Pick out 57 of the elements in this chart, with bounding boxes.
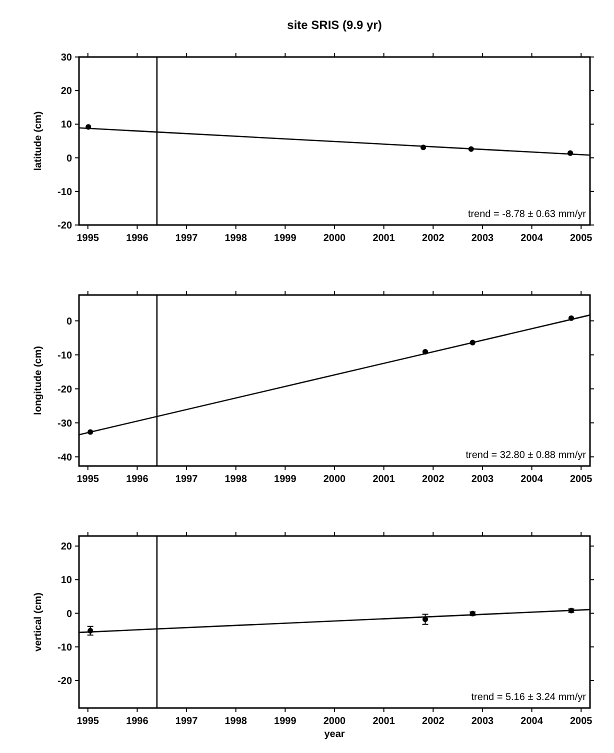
x-tick-label: 2001 bbox=[372, 716, 396, 727]
x-tick-label: 2001 bbox=[372, 233, 396, 244]
x-tick-label: 1995 bbox=[76, 474, 100, 485]
y-tick-label: -40 bbox=[58, 452, 72, 464]
y-tick-label: 0 bbox=[66, 316, 72, 328]
x-tick-label: 2004 bbox=[520, 716, 544, 727]
x-tick-label: 2002 bbox=[422, 716, 445, 727]
y-axis-title: latitude (cm) bbox=[33, 111, 44, 171]
x-tick-label: 1999 bbox=[274, 716, 297, 727]
x-tick-label: 1997 bbox=[175, 233, 198, 244]
annotation: trend = 32.80 ± 0.88 mm/yr bbox=[466, 450, 587, 461]
x-tick-label: 1999 bbox=[274, 233, 297, 244]
x-tick-label: 2001 bbox=[372, 474, 396, 485]
y-tick-label: 20 bbox=[60, 542, 72, 553]
annotation: trend = -8.78 ± 0.63 mm/yr bbox=[468, 209, 587, 220]
x-tick-label: 1996 bbox=[126, 233, 149, 244]
x-tick-label: 2005 bbox=[570, 716, 593, 727]
annotation: trend = 5.16 ± 3.24 mm/yr bbox=[471, 692, 587, 703]
x-tick-label: 2000 bbox=[323, 716, 346, 727]
x-axis-title: year bbox=[324, 729, 345, 740]
y-axis-title: vertical (cm) bbox=[33, 592, 44, 652]
y-tick-label: 0 bbox=[66, 153, 72, 164]
x-tick-label: 2005 bbox=[570, 233, 593, 244]
x-tick-label: 2002 bbox=[422, 233, 445, 244]
x-tick-label: 1997 bbox=[175, 716, 198, 727]
y-tick-label: -20 bbox=[58, 676, 72, 687]
x-tick-label: 1997 bbox=[175, 474, 198, 485]
x-tick-label: 1998 bbox=[224, 474, 248, 485]
x-tick-label: 2003 bbox=[471, 716, 494, 727]
x-tick-label: 1999 bbox=[274, 474, 297, 485]
x-tick-label: 2000 bbox=[323, 474, 346, 485]
y-tick-label: 0 bbox=[66, 608, 72, 620]
x-tick-label: 2003 bbox=[471, 233, 494, 244]
x-tick-label: 1995 bbox=[76, 716, 100, 727]
y-tick-label: 10 bbox=[60, 575, 72, 586]
x-tick-label: 2005 bbox=[570, 474, 593, 485]
y-axis-title: longitude (cm) bbox=[33, 346, 44, 415]
x-tick-label: 2003 bbox=[471, 474, 494, 485]
y-tick-label: -20 bbox=[58, 220, 72, 232]
x-tick-label: 1996 bbox=[126, 474, 149, 485]
y-tick-label: -10 bbox=[58, 642, 72, 654]
x-tick-label: 2004 bbox=[520, 474, 544, 485]
y-tick-label: 20 bbox=[60, 86, 72, 98]
x-tick-label: 2000 bbox=[323, 233, 346, 244]
x-tick-label: 1995 bbox=[76, 233, 100, 244]
y-tick-label: -30 bbox=[58, 418, 72, 430]
x-tick-label: 1998 bbox=[224, 716, 248, 727]
chart-title: site SRIS (9.9 yr) bbox=[287, 18, 382, 32]
x-tick-label: 1996 bbox=[126, 716, 149, 727]
y-tick-label: 30 bbox=[60, 52, 72, 64]
y-tick-label: 10 bbox=[60, 120, 72, 131]
y-tick-label: -20 bbox=[58, 384, 72, 396]
x-tick-label: 1998 bbox=[224, 233, 248, 244]
x-tick-label: 2002 bbox=[422, 474, 445, 485]
y-tick-label: -10 bbox=[58, 186, 72, 198]
x-tick-label: 2004 bbox=[520, 233, 544, 244]
y-tick-label: -10 bbox=[58, 350, 72, 362]
